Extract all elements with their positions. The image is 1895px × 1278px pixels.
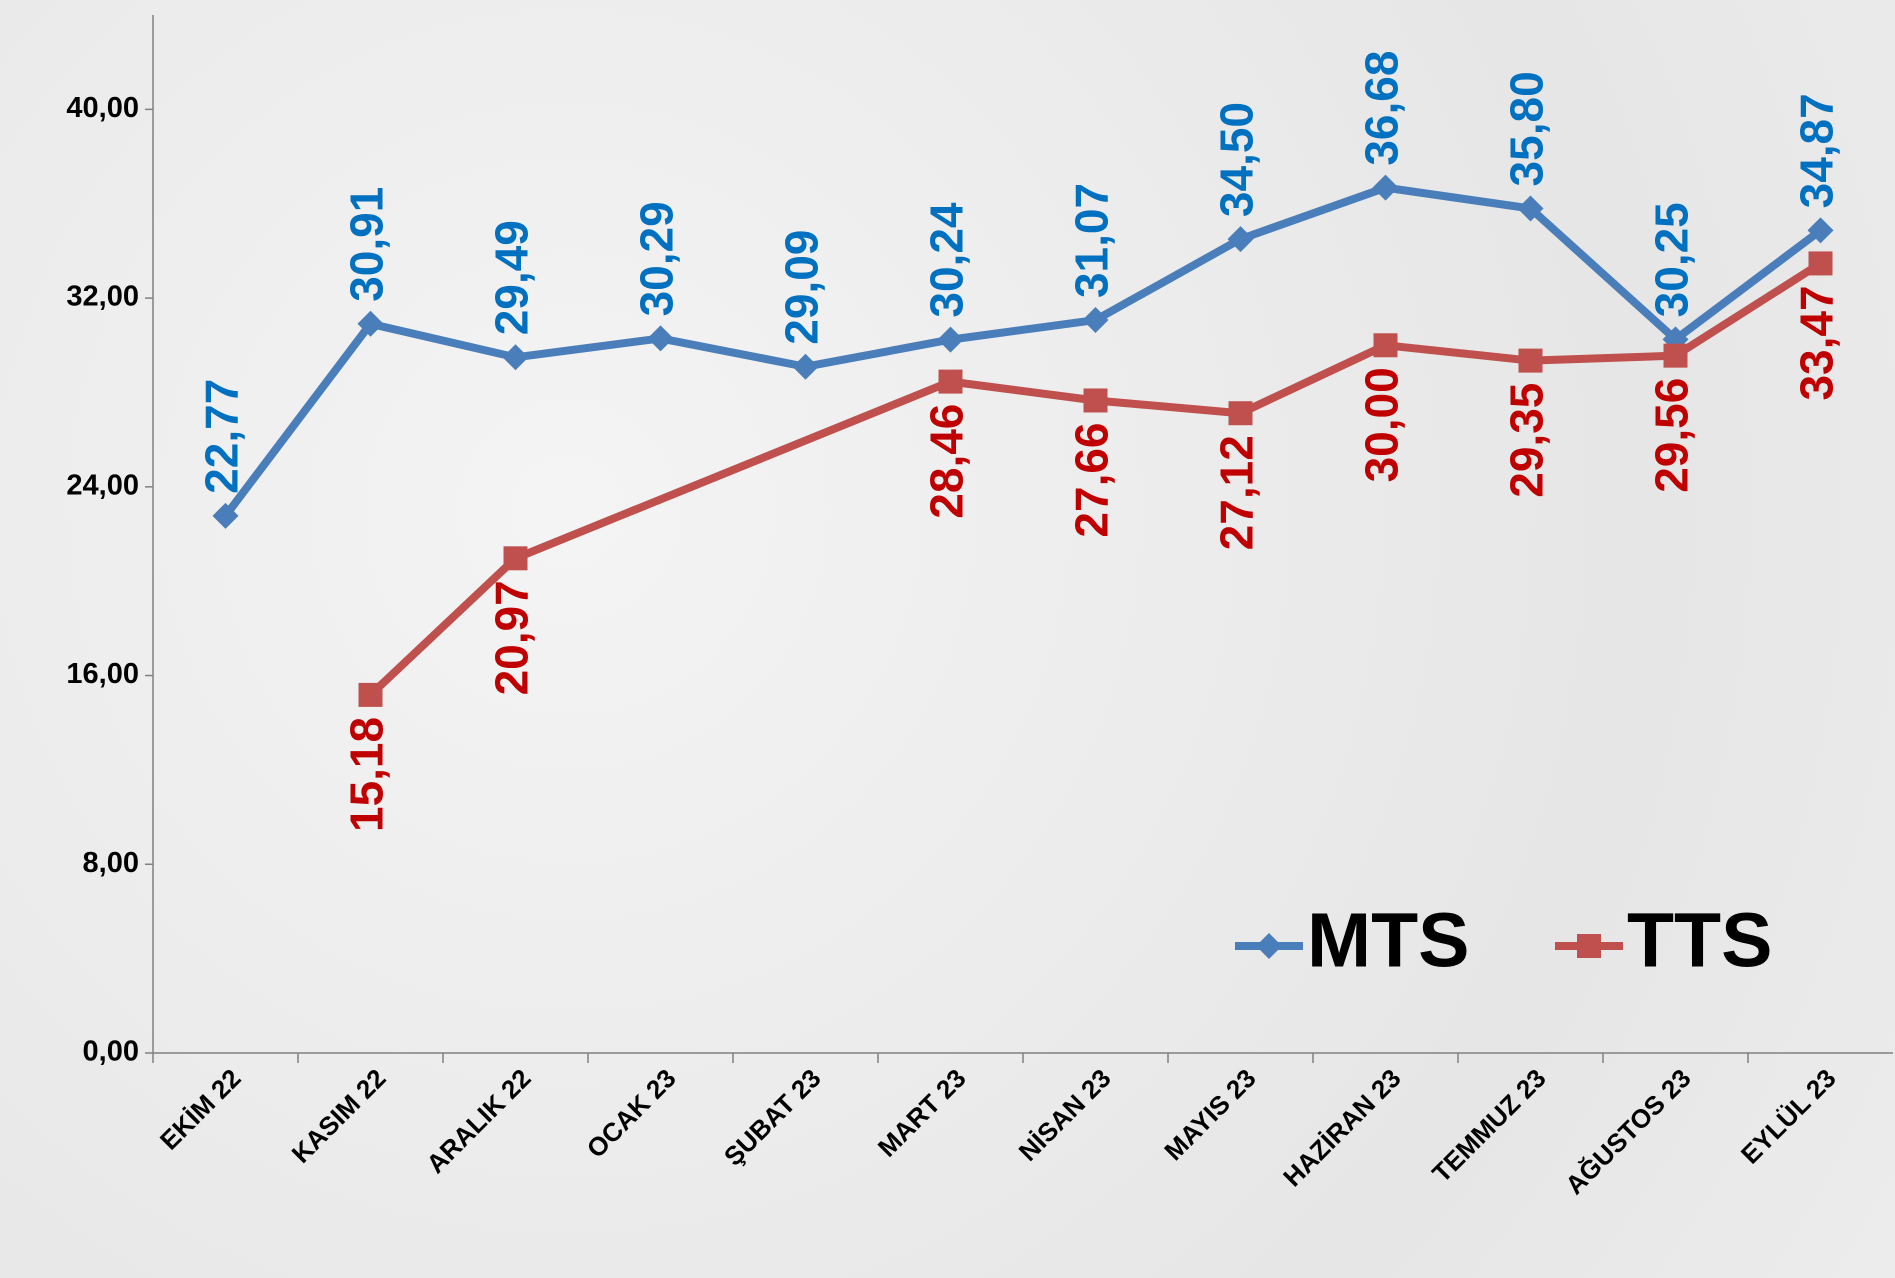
data-point: [1228, 401, 1253, 426]
data-point: [1663, 343, 1688, 368]
data-label: 27,12: [1211, 435, 1263, 550]
x-tick-label: EKİM 22: [154, 1063, 247, 1156]
data-point: [1807, 217, 1834, 244]
data-point: [502, 344, 529, 371]
data-label: 35,80: [1501, 71, 1553, 186]
data-point: [357, 310, 384, 337]
data-label: 31,07: [1066, 183, 1118, 298]
data-label: 30,24: [921, 202, 973, 318]
data-label: 22,77: [196, 379, 248, 494]
data-label: 29,56: [1646, 378, 1698, 493]
data-point: [1808, 251, 1833, 276]
x-tick-label: MAYIS 23: [1158, 1063, 1261, 1166]
data-label: 29,35: [1501, 383, 1553, 498]
x-tick-label: KASIM 22: [286, 1063, 392, 1169]
x-tick-label: ARALIK 22: [420, 1063, 536, 1179]
data-label: 29,49: [486, 220, 538, 335]
data-label: 34,50: [1211, 102, 1263, 217]
x-tick-label: TEMMUZ 23: [1426, 1063, 1551, 1188]
data-point: [503, 546, 528, 571]
x-tick-label: MART 23: [872, 1063, 972, 1163]
data-label: 30,91: [341, 187, 393, 302]
legend-marker: [1577, 934, 1601, 958]
data-point: [1518, 348, 1543, 373]
data-point: [647, 325, 674, 352]
y-tick-label: 24,00: [66, 469, 139, 501]
data-point: [1082, 307, 1109, 334]
x-tick-label: HAZİRAN 23: [1277, 1063, 1407, 1193]
data-label: 28,46: [921, 404, 973, 519]
data-point: [937, 326, 964, 353]
y-tick-label: 32,00: [66, 281, 139, 313]
data-label: 27,66: [1066, 422, 1118, 537]
data-point: [938, 369, 963, 394]
data-label: 15,18: [341, 717, 393, 832]
data-point: [792, 353, 819, 380]
data-label: 34,87: [1791, 93, 1843, 208]
x-tick-label: OCAK 23: [581, 1063, 682, 1164]
data-point: [1517, 195, 1544, 222]
data-point: [1083, 388, 1108, 413]
y-tick-label: 40,00: [66, 92, 139, 124]
data-label: 33,47: [1791, 285, 1843, 400]
y-tick-label: 16,00: [66, 658, 139, 690]
data-label: 30,25: [1646, 202, 1698, 317]
data-point: [1227, 226, 1254, 253]
x-tick-label: ŞUBAT 23: [718, 1063, 827, 1172]
data-label: 29,09: [776, 230, 828, 345]
x-tick-label: AĞUSTOS 23: [1559, 1063, 1696, 1200]
x-tick-label: EYLÜL 23: [1735, 1063, 1842, 1170]
data-label: 20,97: [486, 580, 538, 695]
data-point: [1373, 333, 1398, 358]
legend-label: MTS: [1307, 897, 1470, 983]
series-line: [222, 183, 1823, 519]
data-label: 36,68: [1356, 51, 1408, 166]
data-point: [212, 502, 239, 529]
y-tick-label: 8,00: [83, 847, 139, 879]
data-point: [358, 682, 383, 707]
data-label: 30,00: [1356, 367, 1408, 482]
y-tick-label: 0,00: [83, 1036, 139, 1068]
data-label: 30,29: [631, 201, 683, 316]
x-tick-label: NİSAN 23: [1013, 1063, 1117, 1167]
data-point: [1372, 174, 1399, 201]
legend-label: TTS: [1627, 897, 1772, 983]
legend-marker: [1256, 933, 1282, 959]
